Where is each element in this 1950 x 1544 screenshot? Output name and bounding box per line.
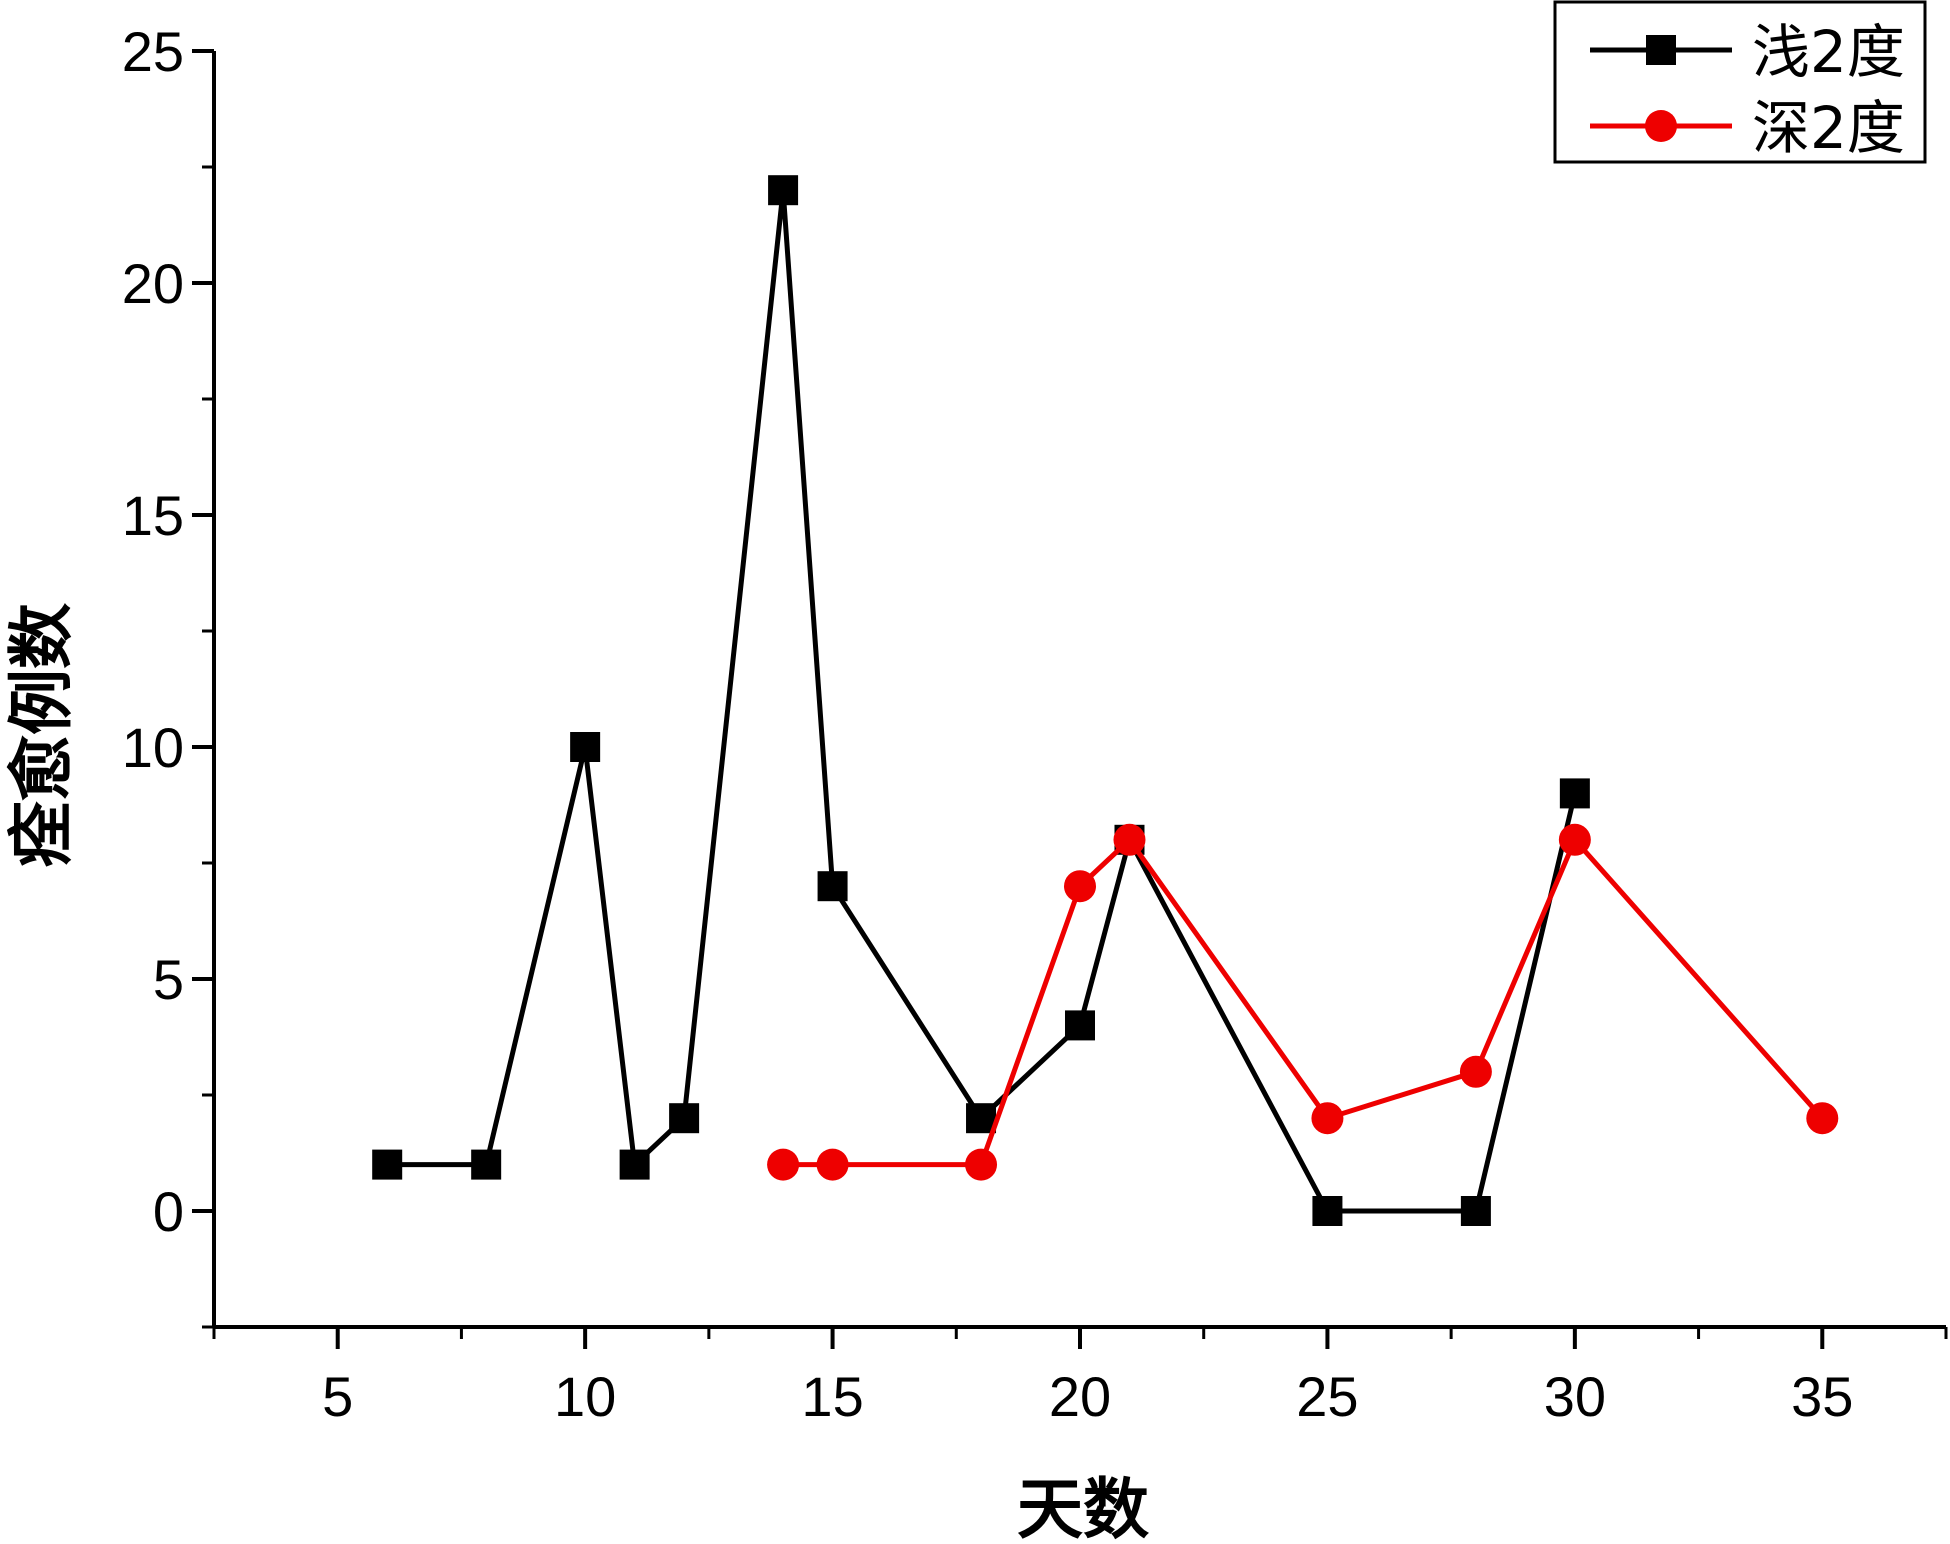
y-tick-label: 15 xyxy=(122,484,184,547)
data-point-series-1 xyxy=(768,175,798,205)
x-tick-label: 30 xyxy=(1544,1365,1606,1428)
x-tick-label: 5 xyxy=(322,1365,353,1428)
data-point-series-1 xyxy=(570,732,600,762)
data-point-series-1 xyxy=(1560,778,1590,808)
data-point-series-2 xyxy=(965,1149,997,1181)
x-tick-label: 20 xyxy=(1049,1365,1111,1428)
x-tick-label: 15 xyxy=(801,1365,863,1428)
data-point-series-2 xyxy=(1559,824,1591,856)
data-point-series-1 xyxy=(372,1150,402,1180)
data-point-series-1 xyxy=(620,1150,650,1180)
data-point-series-1 xyxy=(1065,1010,1095,1040)
data-point-series-2 xyxy=(1460,1056,1492,1088)
y-tick-label: 20 xyxy=(122,252,184,315)
data-point-series-2 xyxy=(1806,1102,1838,1134)
y-axis-title: 痊愈例数 xyxy=(3,603,80,867)
y-tick-label: 5 xyxy=(153,948,184,1011)
data-point-series-1 xyxy=(669,1103,699,1133)
data-point-series-1 xyxy=(1312,1196,1342,1226)
data-point-series-2 xyxy=(1064,870,1096,902)
x-tick-label: 35 xyxy=(1791,1365,1853,1428)
data-point-series-1 xyxy=(471,1150,501,1180)
y-tick-label: 25 xyxy=(122,20,184,83)
data-point-series-2 xyxy=(1113,824,1145,856)
y-tick-label: 10 xyxy=(122,716,184,779)
x-axis-title: 天数 xyxy=(1017,1471,1149,1544)
legend-marker-circle xyxy=(1645,110,1677,142)
x-tick-label: 10 xyxy=(554,1365,616,1428)
legend-label-series-2: 深2度 xyxy=(1752,94,1905,162)
data-point-series-2 xyxy=(767,1149,799,1181)
legend: 浅2度 深2度 xyxy=(1555,2,1925,162)
legend-label-series-1: 浅2度 xyxy=(1752,18,1905,86)
x-tick-label: 25 xyxy=(1296,1365,1358,1428)
legend-marker-square xyxy=(1646,35,1676,65)
chart: 0 5 10 15 20 25 5 10 15 20 25 30 35 天数 痊愈例数 浅2度 深2度 xyxy=(0,0,1950,1544)
data-point-series-2 xyxy=(817,1149,849,1181)
data-point-series-1 xyxy=(1461,1196,1491,1226)
chart-background xyxy=(0,0,1950,1544)
data-point-series-2 xyxy=(1311,1102,1343,1134)
data-point-series-1 xyxy=(818,871,848,901)
y-tick-label: 0 xyxy=(153,1180,184,1243)
